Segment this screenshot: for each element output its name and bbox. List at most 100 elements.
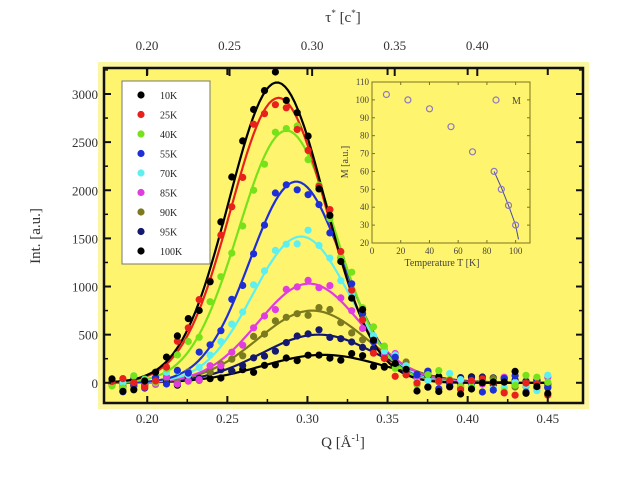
top-tick-label: 0.40 [466,38,489,53]
data-point-70K [326,254,334,262]
data-point-85K [206,362,214,370]
inset-y-tick-label: 70 [360,149,370,159]
inset-y-tick-label: 50 [360,184,370,194]
data-point-55K [173,366,181,374]
data-point-100K [315,351,323,359]
y-tick-label: 2500 [72,135,98,150]
data-point-10K [402,365,410,373]
data-point-55K [304,191,312,199]
legend-label: 55K [160,150,178,161]
data-point-55K [260,221,269,229]
data-point-70K [446,369,454,378]
data-point-25K [326,206,334,214]
inset-y-tick-label: 80 [360,131,370,141]
data-point-95K [326,333,334,341]
data-point-25K [239,173,247,181]
data-point-85K [239,341,247,349]
data-point-70K [282,240,290,248]
data-point-10K [315,185,323,193]
legend-marker-40K [137,130,145,138]
x-axis-title: Q [Å-1] [321,433,365,451]
data-point-85K [271,306,279,314]
data-point-25K [435,377,443,385]
y-tick-label: 0 [92,376,99,391]
inset-x-tick-label: 40 [425,246,435,256]
data-point-55K [544,383,552,391]
data-point-70K [206,351,214,359]
data-point-85K [304,276,312,284]
data-point-10K [413,387,421,395]
data-point-90K [239,352,247,360]
data-point-10K [369,336,378,344]
data-point-10K [522,389,530,397]
data-point-70K [315,241,323,249]
data-point-25K [402,371,410,379]
legend-marker-90K [137,208,145,216]
data-point-95K [293,332,301,340]
y-axis-title: Int. [a.u.] [28,208,44,264]
data-point-100K [282,354,290,362]
data-point-95K [250,354,258,362]
data-point-70K [380,347,388,355]
data-point-10K [424,383,432,391]
x-tick-label: 0.45 [536,411,559,426]
data-point-25K [511,391,519,399]
data-point-10K [489,378,497,386]
data-point-90K [359,336,367,344]
data-point-10K [206,278,214,286]
data-point-70K [337,277,345,285]
data-point-95K [282,339,290,347]
inset-point [504,201,513,209]
data-point-55K [162,380,171,388]
data-point-25K [195,296,203,304]
x-tick-label: 0.30 [296,411,319,426]
data-point-25K [391,372,399,380]
data-point-10K [391,359,399,368]
inset-y-tick-label: 20 [360,238,370,248]
data-point-100K [206,375,214,383]
data-point-70K [260,267,269,275]
data-point-40K [282,125,290,133]
data-point-25K [413,379,421,387]
data-point-25K [173,337,181,345]
data-point-100K [250,368,258,376]
legend-marker-55K [137,149,145,158]
data-point-95K [359,343,367,351]
data-point-85K [250,324,258,332]
legend: 10K 25K 40K 55K 70K 85K 90K 95K 100K [121,80,211,265]
inset-x-tick-label: 100 [509,246,523,256]
data-point-70K [271,246,279,254]
inset-y-tick-label: 40 [360,202,370,212]
data-point-70K [304,226,312,234]
data-point-55K [206,341,214,349]
inset-point [425,105,434,113]
data-point-85K [282,285,290,293]
data-point-10K [293,109,301,117]
data-point-85K [293,283,301,291]
data-point-100K [326,354,334,362]
data-point-40K [348,268,356,276]
data-point-10K [533,383,541,391]
data-point-10K [228,173,236,181]
y-tick-label: 1500 [72,231,98,246]
data-point-40K [533,373,541,381]
data-point-55K [184,369,192,377]
data-point-25K [467,377,476,385]
data-point-25K [217,231,225,239]
data-point-85K [326,282,334,290]
legend-label: 90K [160,208,178,219]
inset-x-axis-title: Temperature T [K] [404,258,479,269]
legend-label: 40K [160,130,178,141]
data-point-85K [359,324,367,332]
data-point-40K [250,186,258,194]
data-point-40K [130,372,138,380]
data-point-40K [206,298,214,306]
legend-label: 25K [160,111,178,122]
data-point-10K [260,87,269,95]
data-point-85K [217,362,225,370]
data-point-95K [260,352,269,360]
data-point-70K [250,281,258,289]
inset-y-tick-label: 60 [360,166,370,176]
inset-point [447,123,455,131]
inset-frame [371,81,531,244]
